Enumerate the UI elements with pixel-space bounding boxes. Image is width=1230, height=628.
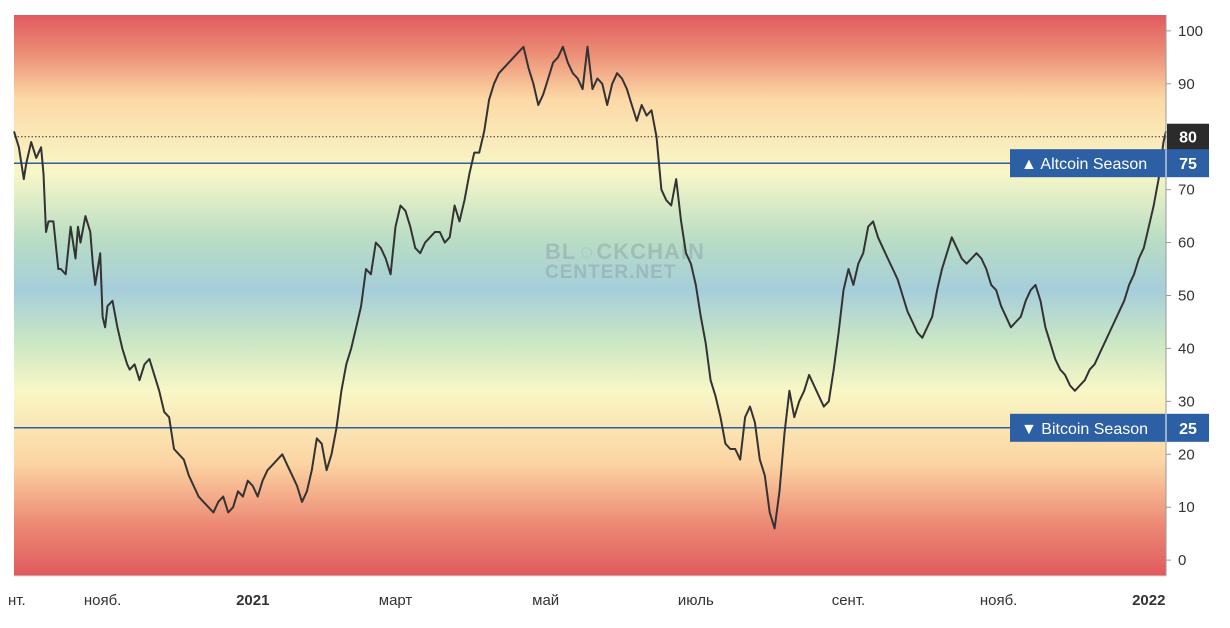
x-tick-label: сент. (832, 592, 866, 609)
watermark-line-2: CENTER.NET (545, 262, 676, 283)
y-tick-label: 40 (1178, 340, 1195, 357)
x-tick-label: июль (678, 592, 714, 609)
threshold-badge-value: 75 (1179, 156, 1197, 173)
y-tick-label: 100 (1178, 23, 1203, 40)
y-tick-label: 10 (1178, 499, 1195, 516)
threshold-labels: 80 ▲ Altcoin Season 75 ▼ Bitcoin Season 25 (1010, 123, 1209, 442)
watermark-line-1: BL ◌CKCHAIN (545, 239, 705, 264)
y-tick-label: 90 (1178, 76, 1195, 93)
y-tick-label: 20 (1178, 446, 1195, 463)
current-value-box (1167, 123, 1209, 150)
threshold-badge (1010, 413, 1209, 442)
x-axis: нт. нояб. 2021 март май июль сент. нояб. 2022 (8, 592, 1165, 609)
series-line (13, 45, 1167, 530)
x-tick-label: нт. (8, 592, 26, 609)
x-tick-label: нояб. (980, 592, 1018, 609)
y-tick-label: 30 (1178, 393, 1195, 410)
reference-lines (14, 136, 1166, 429)
y-tick-label: 50 (1178, 288, 1195, 305)
threshold-badge (1010, 149, 1209, 178)
watermark-part-a: BL (545, 239, 576, 264)
x-tick-label: март (379, 592, 413, 609)
y-tick-label: 0 (1178, 552, 1186, 569)
y-tick-label: 70 (1178, 182, 1195, 199)
x-tick-label: 2021 (236, 592, 269, 609)
current-value-label: 80 (1179, 130, 1197, 147)
x-tick-label: май (532, 592, 559, 609)
watermark: BL ◌CKCHAIN CENTER.NET (545, 239, 705, 283)
x-tick-label: 2022 (1132, 592, 1165, 609)
watermark-o: ◌ (580, 239, 594, 264)
y-axis: 0 10 20 30 40 50 60 70 80 90 100 (1166, 23, 1203, 569)
threshold-badge-label: ▼ Bitcoin Season (1021, 421, 1148, 438)
threshold-badge-value: 25 (1179, 421, 1197, 438)
x-tick-label: нояб. (84, 592, 122, 609)
plot-background (14, 15, 1166, 576)
y-tick-label: 60 (1178, 235, 1195, 252)
threshold-badge-label: ▲ Altcoin Season (1021, 156, 1147, 173)
